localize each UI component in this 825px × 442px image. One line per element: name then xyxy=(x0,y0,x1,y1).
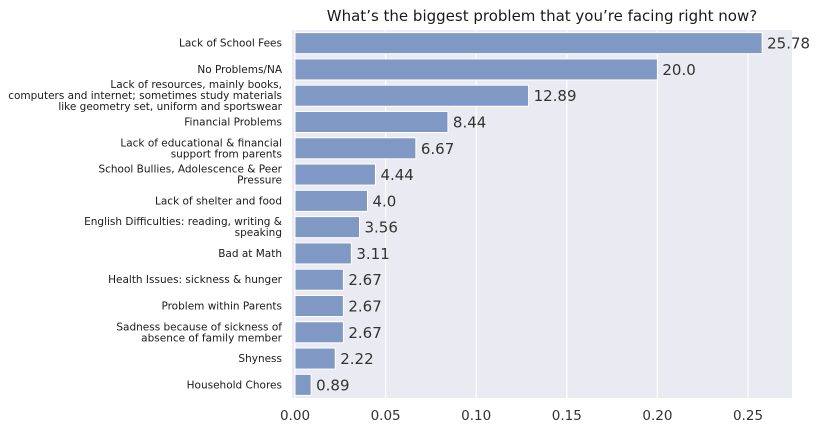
bar-value-label: 2.22 xyxy=(340,350,373,368)
bar xyxy=(294,58,658,81)
category-label: Financial Problems xyxy=(184,117,282,129)
bar-value-label: 4.44 xyxy=(380,166,413,184)
x-tick-label: 0.10 xyxy=(461,408,491,424)
category-label: No Problems/NA xyxy=(197,64,282,76)
bar xyxy=(294,321,344,344)
category-label: Lack of resources, mainly books, computer… xyxy=(8,79,282,113)
bar-value-label: 8.44 xyxy=(453,114,486,132)
x-tick-label: 0.15 xyxy=(552,408,582,424)
bar-value-label: 12.89 xyxy=(534,87,577,105)
bar xyxy=(294,242,352,265)
category-label: Health Issues: sickness & hunger xyxy=(108,274,283,286)
bar xyxy=(294,347,336,370)
x-tick-label: 0.20 xyxy=(642,408,672,424)
bar xyxy=(294,216,361,239)
category-label: Lack of School Fees xyxy=(179,38,282,50)
category-label: Lack of shelter and food xyxy=(155,195,282,207)
category-label: Lack of educational & financial support f… xyxy=(120,137,282,160)
bar-value-label: 2.67 xyxy=(348,324,381,342)
bar-value-label: 20.0 xyxy=(662,61,695,79)
bar xyxy=(294,84,530,107)
bar xyxy=(294,189,368,212)
bar xyxy=(294,137,417,160)
bar-value-label: 2.67 xyxy=(348,271,381,289)
chart-title: What’s the biggest problem that you’re f… xyxy=(327,7,757,25)
bar xyxy=(294,268,344,291)
bar-value-label: 0.89 xyxy=(316,376,349,394)
x-tick-label: 0.25 xyxy=(733,408,763,424)
category-label: Shyness xyxy=(238,353,282,365)
bar-value-label: 25.78 xyxy=(767,35,810,53)
category-label: English Difficulties: reading, writing &… xyxy=(84,216,282,239)
bars xyxy=(294,32,763,396)
category-label: Household Chores xyxy=(187,379,282,391)
category-labels: Lack of School Fees No Problems/NA Lack of… xyxy=(8,38,283,392)
data-labels: 25.78 20.0 12.89 8.44 6.67 4.44 4.0 3.56 3.11 2.6… xyxy=(316,35,810,395)
x-axis-ticks: 0.00 0.05 0.10 0.15 0.20 0.25 xyxy=(280,408,763,424)
bar xyxy=(294,294,344,318)
bar xyxy=(294,110,449,134)
x-tick-label: 0.05 xyxy=(371,408,401,424)
bar-value-label: 6.67 xyxy=(421,140,454,158)
x-tick-label: 0.00 xyxy=(280,408,310,424)
bar-value-label: 3.56 xyxy=(365,219,398,237)
category-label: Problem within Parents xyxy=(161,301,282,313)
bar-value-label: 4.0 xyxy=(372,192,396,210)
category-label: Bad at Math xyxy=(218,248,282,260)
bar xyxy=(294,163,376,186)
bar-value-label: 2.67 xyxy=(348,298,381,316)
bar xyxy=(294,373,312,396)
bar-value-label: 3.11 xyxy=(356,245,389,263)
bar xyxy=(294,32,763,55)
category-label: School Bullies, Adolescence & Peer Pressu… xyxy=(98,164,282,187)
category-label: Sadness because of sickness of absence of… xyxy=(116,321,282,344)
